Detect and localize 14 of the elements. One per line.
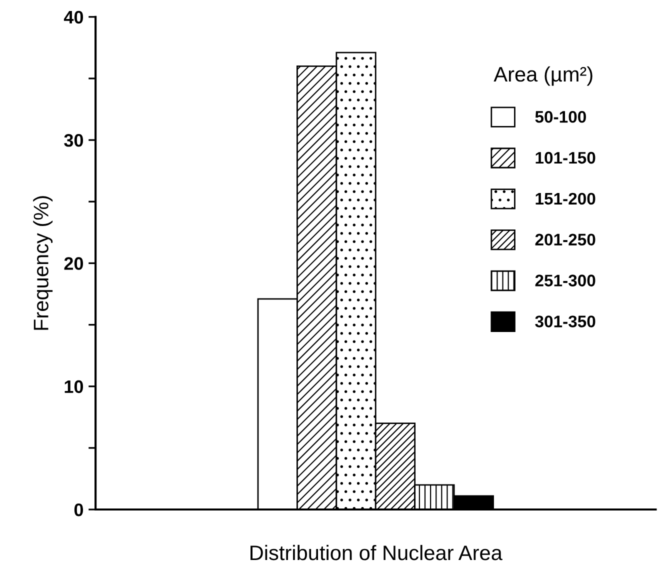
legend-label: 301-350 — [535, 316, 596, 328]
y-tick-label: 40 — [64, 10, 84, 24]
y-tick-label: 0 — [74, 503, 84, 516]
legend-label: 201-250 — [535, 234, 596, 246]
y-tick-label: 20 — [64, 257, 84, 270]
legend-title: Area (µm²) — [494, 66, 592, 86]
legend-label: 151-200 — [536, 192, 596, 205]
legend-label: 251-300 — [535, 274, 596, 286]
y-tick-label: 10 — [64, 380, 84, 394]
x-axis-title: Distribution of Nuclear Area — [250, 544, 502, 560]
y-axis-title: Frequency (%) — [33, 196, 53, 330]
legend-label: 101-150 — [536, 152, 596, 164]
legend-label: 50-100 — [535, 110, 586, 123]
y-tick-label: 30 — [64, 134, 84, 147]
